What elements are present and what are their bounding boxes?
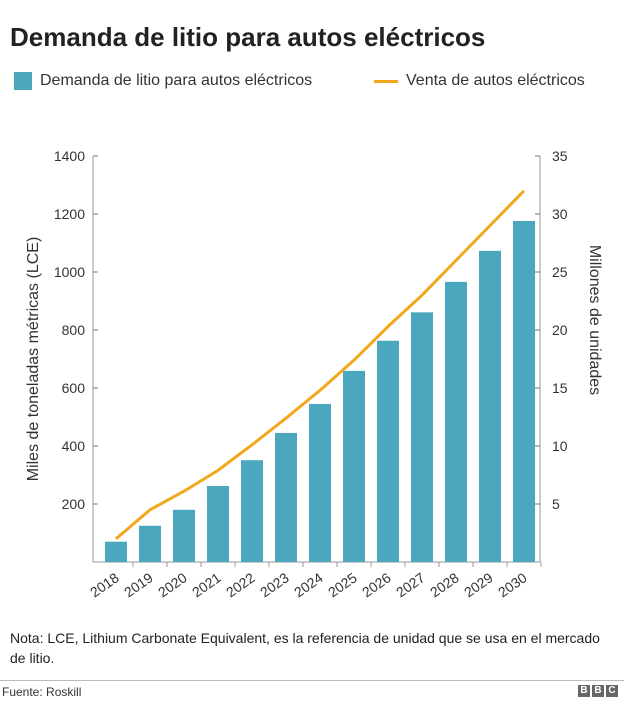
sales-line (115, 189, 526, 540)
bar-2021 (207, 486, 229, 562)
left-tick-label: 1400 (54, 148, 85, 164)
chart-title: Demanda de litio para autos eléctricos (10, 22, 486, 52)
source: Fuente: Roskill (2, 685, 82, 699)
x-tick-label: 2025 (325, 569, 360, 600)
right-tick-label: 30 (552, 206, 568, 222)
divider (0, 680, 624, 681)
x-tick-label: 2027 (393, 569, 428, 600)
bar-2028 (445, 281, 467, 562)
x-tick-label: 2028 (427, 569, 462, 600)
right-tick-label: 35 (552, 148, 568, 164)
right-axis-title: Millones de unidades (586, 245, 603, 395)
bar-2022 (241, 460, 263, 562)
bar-2018 (105, 541, 127, 562)
x-tick-label: 2019 (121, 569, 156, 600)
bar-2023 (275, 432, 297, 562)
x-tick-label: 2030 (495, 569, 530, 600)
legend-swatch-bar (14, 72, 32, 90)
bar-2025 (343, 370, 365, 562)
right-tick-label: 10 (552, 438, 568, 454)
x-tick-label: 2018 (87, 569, 122, 600)
left-tick-label: 200 (62, 496, 86, 512)
legend-label-bar: Demanda de litio para autos eléctricos (40, 72, 313, 89)
bar-2026 (377, 340, 399, 562)
legend-item-bar: Demanda de litio para autos eléctricos (14, 72, 312, 90)
footnote: Nota: LCE, Lithium Carbonate Equivalent,… (10, 630, 600, 666)
right-tick-label: 25 (552, 264, 568, 280)
legend-swatch-line (374, 79, 398, 83)
x-tick-label: 2023 (257, 569, 292, 600)
bar-2024 (309, 403, 331, 562)
left-axis-title: Miles de toneladas métricas (LCE) (25, 237, 42, 482)
right-tick-label: 15 (552, 380, 568, 396)
bar-2019 (139, 525, 161, 562)
left-tick-label: 1200 (54, 206, 85, 222)
bar-2029 (479, 250, 501, 562)
bar-2020 (173, 509, 195, 562)
x-tick-label: 2026 (359, 569, 394, 600)
left-tick-label: 400 (62, 438, 86, 454)
x-tick-label: 2024 (291, 569, 326, 600)
x-tick-label: 2021 (189, 569, 224, 600)
legend-item-line: Venta de autos eléctricos (374, 72, 585, 90)
right-tick-label: 5 (552, 496, 560, 512)
bar-2030 (513, 220, 535, 562)
x-tick-label: 2022 (223, 569, 258, 600)
left-tick-label: 600 (62, 380, 86, 396)
left-tick-label: 800 (62, 322, 86, 338)
left-tick-label: 1000 (54, 264, 85, 280)
x-tick-label: 2029 (461, 569, 496, 600)
right-tick-label: 20 (552, 322, 568, 338)
bar-2027 (411, 312, 433, 562)
legend-label-line: Venta de autos eléctricos (406, 72, 585, 89)
x-tick-label: 2020 (155, 569, 190, 600)
